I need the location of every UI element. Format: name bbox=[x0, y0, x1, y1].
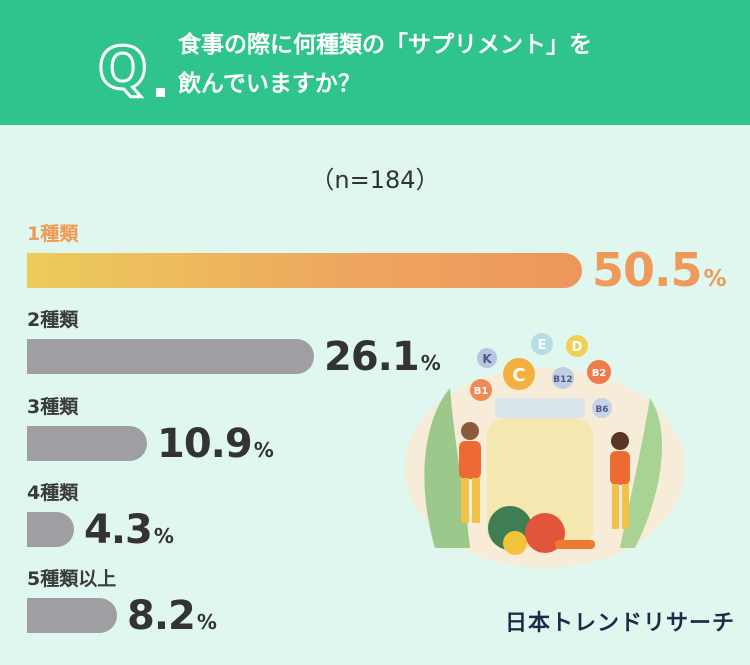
q-dot bbox=[156, 88, 165, 97]
man-figure bbox=[459, 422, 481, 523]
question-line-2: 飲んでいますか？ bbox=[178, 71, 361, 97]
value-unit: % bbox=[253, 438, 274, 462]
brand-logo: 日本トレンドリサーチ bbox=[505, 611, 736, 636]
svg-text:D: D bbox=[572, 340, 583, 355]
value-unit: % bbox=[153, 524, 174, 548]
leaf-right bbox=[620, 398, 662, 548]
category-label: 2種類 bbox=[27, 309, 79, 331]
leaf-left bbox=[424, 388, 470, 548]
value-label: 8.2% bbox=[127, 596, 217, 642]
q-badge-icon: Q bbox=[97, 33, 165, 104]
svg-text:B6: B6 bbox=[595, 405, 608, 415]
q-letter: Q bbox=[98, 34, 147, 102]
value-number: 8.2 bbox=[127, 593, 196, 639]
svg-text:C: C bbox=[512, 365, 525, 386]
sample-size: （n=184） bbox=[310, 166, 440, 194]
value-label: 10.9% bbox=[157, 424, 274, 470]
category-label: 3種類 bbox=[27, 396, 79, 418]
question-text: 食事の際に何種類の「サプリメント」を 飲んでいますか？ bbox=[178, 26, 698, 104]
vitamin-b12-icon: B12 bbox=[552, 367, 574, 389]
woman-figure bbox=[610, 432, 630, 529]
bar bbox=[27, 512, 74, 547]
vitamin-b6-icon: B6 bbox=[592, 398, 612, 418]
svg-text:B1: B1 bbox=[474, 386, 489, 397]
vitamin-k-icon: K bbox=[477, 348, 497, 368]
vitamin-b2-icon: B2 bbox=[587, 360, 611, 384]
value-label: 26.1% bbox=[324, 337, 441, 383]
vitamin-d-icon: D bbox=[566, 335, 588, 357]
svg-text:B2: B2 bbox=[592, 368, 607, 379]
value-number: 10.9 bbox=[157, 421, 253, 467]
bar bbox=[27, 598, 117, 633]
bar bbox=[27, 253, 582, 288]
question-line-1: 食事の際に何種類の「サプリメント」を bbox=[178, 32, 592, 58]
bottle-cap bbox=[495, 398, 585, 418]
category-label: 4種類 bbox=[27, 482, 79, 504]
vitamin-e-icon: E bbox=[531, 333, 553, 355]
header-banner: Q 食事の際に何種類の「サプリメント」を 飲んでいますか？ bbox=[0, 0, 750, 125]
vitamin-c-icon: C bbox=[503, 358, 535, 390]
value-number: 4.3 bbox=[84, 507, 153, 553]
svg-text:B12: B12 bbox=[553, 375, 572, 385]
supplement-illustration: K E D C B1 B12 B2 B6 bbox=[405, 333, 685, 568]
vitamin-b1-icon: B1 bbox=[470, 379, 492, 401]
value-unit: % bbox=[196, 610, 217, 634]
value-label: 4.3% bbox=[84, 510, 174, 556]
bar bbox=[27, 339, 314, 374]
bar bbox=[27, 426, 147, 461]
value-number: 26.1 bbox=[324, 334, 420, 380]
lemon bbox=[503, 531, 527, 555]
svg-text:E: E bbox=[538, 338, 547, 353]
category-label: 1種類 bbox=[27, 223, 79, 245]
value-unit: % bbox=[703, 266, 727, 292]
apple bbox=[525, 513, 565, 553]
carrot bbox=[555, 540, 595, 549]
value-label: 50.5% bbox=[592, 247, 727, 302]
category-label: 5種類以上 bbox=[27, 568, 117, 590]
svg-text:K: K bbox=[482, 352, 492, 366]
value-number: 50.5 bbox=[592, 243, 702, 297]
value-unit: % bbox=[420, 351, 441, 375]
